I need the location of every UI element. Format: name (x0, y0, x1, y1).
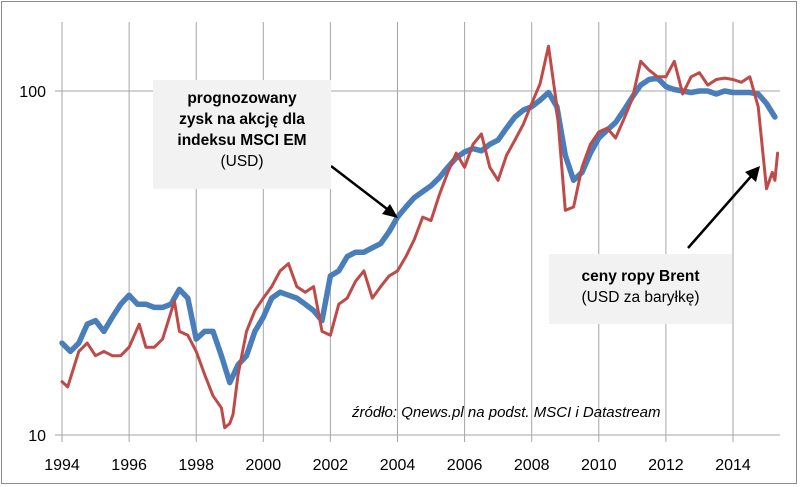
x-tick-label: 2008 (514, 457, 550, 474)
y-tick-label: 10 (28, 428, 46, 445)
x-tick-label: 1998 (178, 457, 214, 474)
source-note: źródło: Qnews.pl na podst. MSCI i Datast… (352, 404, 661, 421)
x-tick-label: 1994 (44, 457, 80, 474)
annotation-eps: prognozowany zysk na akcję dla indeksu M… (153, 80, 331, 189)
arrow-eps (330, 165, 392, 213)
annotation-arrows (330, 165, 760, 249)
x-tick-label: 1996 (111, 457, 147, 474)
x-tick-label: 2010 (581, 457, 617, 474)
x-tick-label: 2012 (648, 457, 684, 474)
arrow-brent (687, 172, 755, 249)
annotation-brent: ceny ropy Brent (USD za baryłkę) (549, 254, 732, 324)
series-line-brent (60, 44, 780, 430)
x-tick-label: 2004 (380, 457, 416, 474)
x-axis-ticks: 1994 1996 1998 2000 2002 2004 2006 2008 2010 2012… (44, 457, 751, 474)
x-tick-label: 2002 (313, 457, 349, 474)
y-axis-ticks: 10 100 (19, 84, 46, 445)
annotation-eps-line-2: zysk na akcję dla (179, 111, 305, 128)
annotation-eps-line-1: prognozowany (187, 90, 297, 107)
annotation-brent-line-1: ceny ropy Brent (581, 268, 700, 285)
x-tick-label: 2000 (246, 457, 282, 474)
annotation-brent-unit: (USD za baryłkę) (581, 289, 700, 306)
x-tick-label: 2014 (715, 457, 751, 474)
y-tick-label: 100 (19, 84, 46, 101)
series-line-eps (59, 75, 778, 386)
arrow-eps-head (382, 204, 398, 218)
annotation-eps-line-3: indeksu MSCI EM (177, 132, 307, 149)
series-lines (59, 44, 780, 430)
annotation-eps-unit: (USD) (220, 153, 264, 170)
x-tick-label: 2006 (447, 457, 483, 474)
arrow-brent-head (745, 166, 760, 182)
